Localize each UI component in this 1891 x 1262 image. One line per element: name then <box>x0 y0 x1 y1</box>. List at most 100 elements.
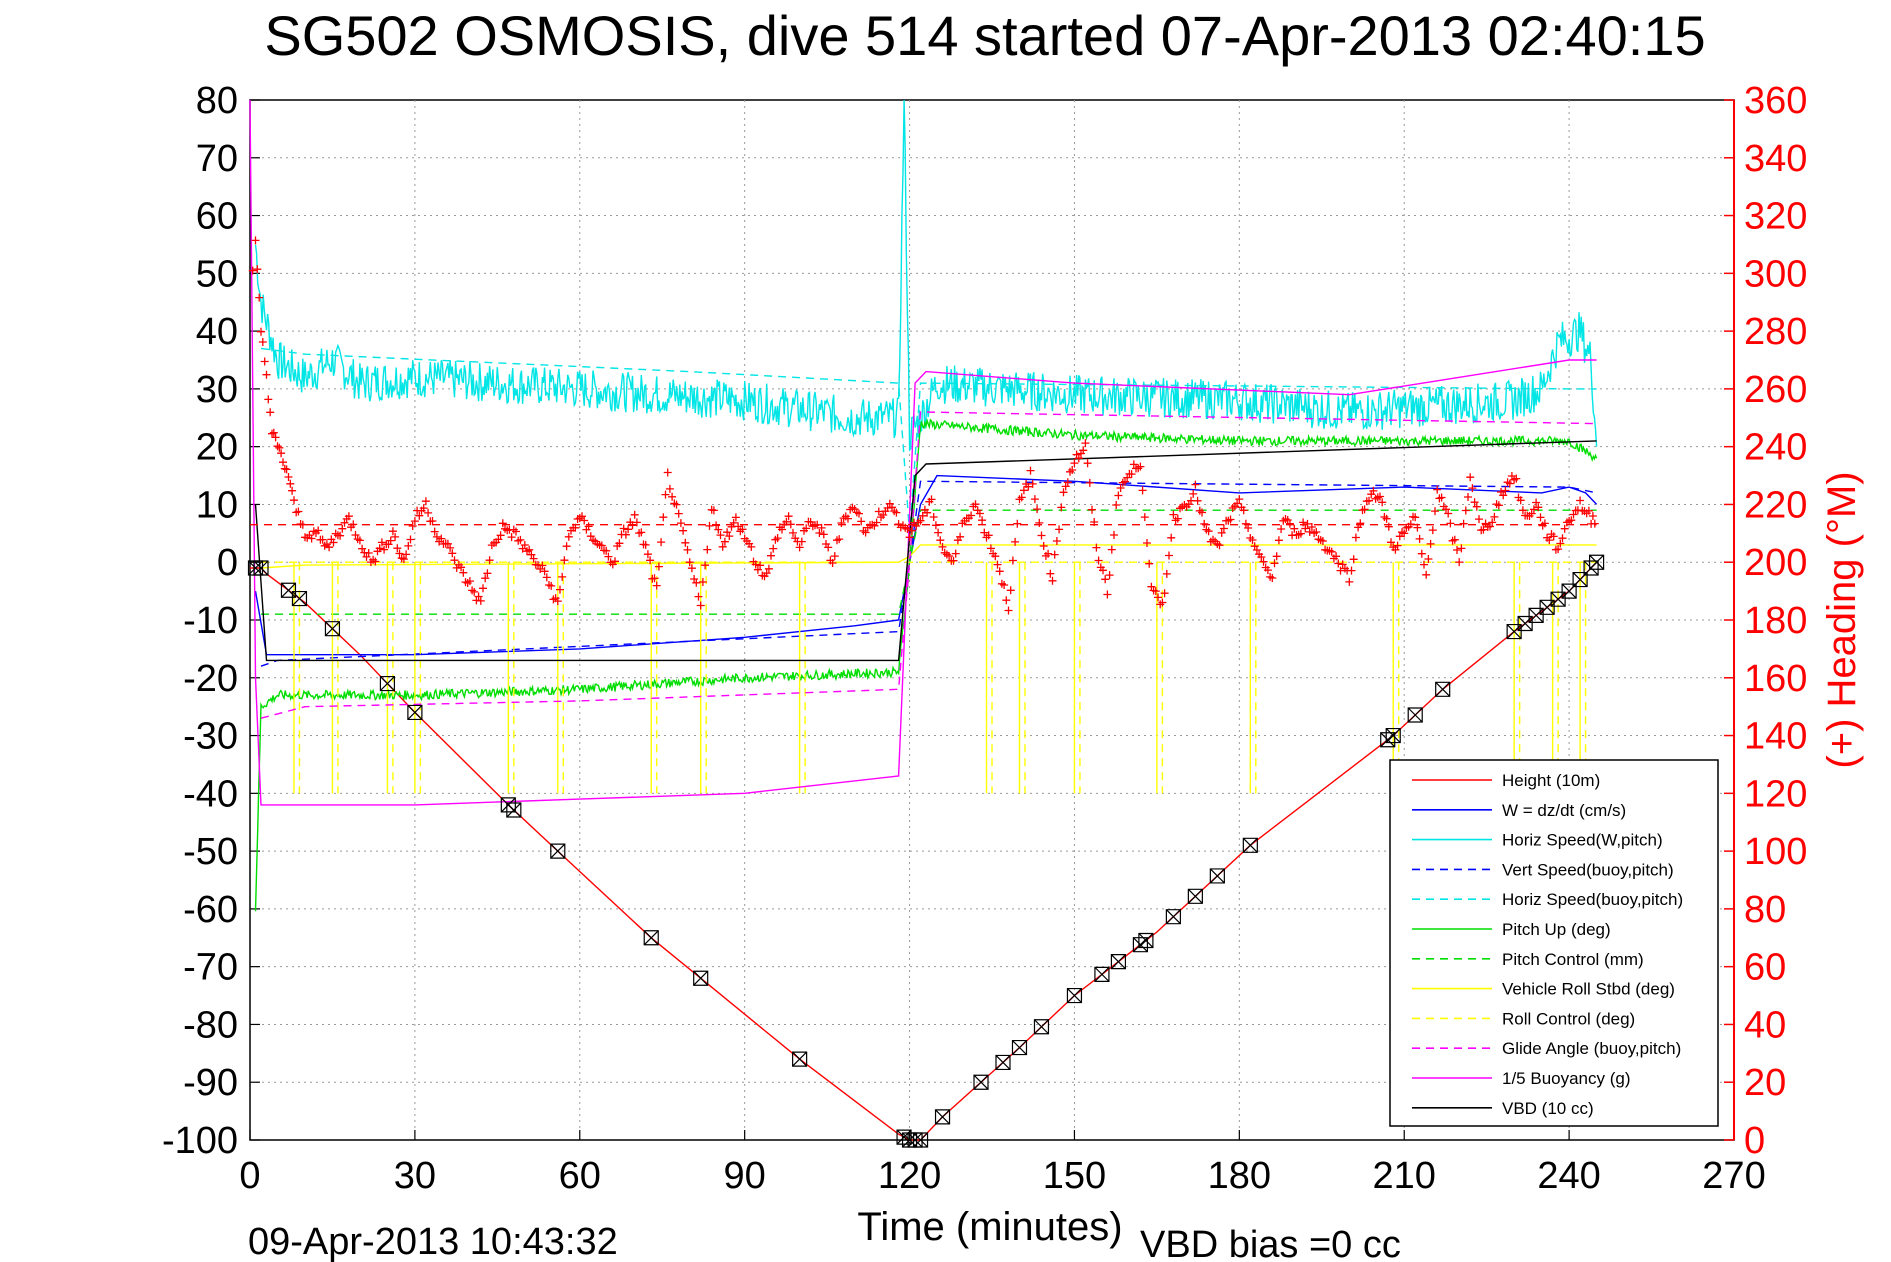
heading-point <box>538 561 547 570</box>
depth-marker <box>1033 1019 1050 1035</box>
heading-point <box>1426 539 1435 548</box>
heading-point <box>1140 513 1149 522</box>
heading-point <box>1450 535 1459 544</box>
heading-point <box>993 560 1002 569</box>
heading-point <box>1285 519 1294 528</box>
heading-point <box>905 533 914 542</box>
heading-point <box>681 538 690 547</box>
heading-point <box>991 552 1000 561</box>
x-axis-ticks: 0 30 60 90 120 150 180 210 240 270 <box>239 1130 1766 1197</box>
heading-point <box>277 449 286 458</box>
heading-point <box>1219 524 1228 533</box>
heading-point <box>1233 499 1242 508</box>
heading-point <box>916 516 925 525</box>
heading-point <box>1169 510 1178 519</box>
series-line-vbd <box>254 440 1597 662</box>
depth-marker <box>973 1074 989 1090</box>
heading-point <box>694 592 703 601</box>
heading-point <box>1044 549 1053 558</box>
heading-point <box>512 527 520 536</box>
heading-point <box>747 542 756 551</box>
heading-point <box>1204 527 1213 536</box>
heading-point <box>685 558 694 567</box>
heading-point <box>279 458 287 467</box>
heading-point <box>984 531 993 540</box>
x-tick-label: 180 <box>1208 1155 1271 1197</box>
heading-point <box>1004 606 1013 615</box>
depth-marker <box>912 1132 929 1148</box>
heading-point <box>1527 509 1536 518</box>
heading-point <box>967 511 976 520</box>
depth-marker <box>934 1109 951 1125</box>
heading-point <box>641 540 650 549</box>
heading-point <box>624 525 633 534</box>
y-left-tick-label: 0 <box>217 542 238 584</box>
heading-point <box>637 528 646 537</box>
heading-point <box>696 601 705 610</box>
heading-point <box>1050 550 1059 559</box>
heading-point <box>578 512 586 521</box>
y-right-tick-label: 240 <box>1744 427 1807 469</box>
heading-point <box>855 509 863 518</box>
y-left-tick-label: -50 <box>183 831 238 873</box>
heading-point <box>1576 496 1585 505</box>
heading-point <box>1567 516 1576 525</box>
heading-point <box>1501 486 1510 495</box>
heading-point <box>408 522 417 530</box>
heading-point <box>496 531 505 540</box>
depth-marker <box>995 1054 1011 1071</box>
y-left-tick-label: 80 <box>196 80 238 122</box>
y-left-tick-label: 20 <box>196 427 238 469</box>
heading-point <box>1494 501 1503 510</box>
x-tick-label: 30 <box>394 1155 436 1197</box>
heading-point <box>1369 486 1378 495</box>
footer-timestamp: 09-Apr-2013 10:43:32 <box>248 1221 618 1262</box>
heading-point <box>903 525 912 533</box>
heading-point <box>861 528 870 537</box>
heading-point <box>443 539 452 548</box>
heading-point <box>956 532 965 541</box>
heading-point <box>268 429 276 438</box>
heading-point <box>1017 493 1026 502</box>
depth-marker <box>693 970 709 986</box>
depth-marker <box>1528 607 1544 623</box>
heading-point <box>483 569 492 578</box>
heading-point <box>248 266 257 275</box>
heading-point <box>709 506 718 515</box>
heading-point <box>428 517 437 525</box>
heading-point <box>661 490 670 499</box>
y-left-tick-label: 30 <box>196 369 238 411</box>
heading-point <box>1026 466 1035 475</box>
heading-point <box>553 597 562 606</box>
heading-point <box>1006 586 1015 595</box>
heading-point <box>260 357 269 366</box>
heading-point <box>797 537 806 546</box>
y-right-tick-label: 360 <box>1744 80 1807 122</box>
heading-point <box>406 535 415 544</box>
x-tick-label: 0 <box>239 1155 260 1197</box>
legend-box <box>1389 759 1719 1127</box>
heading-point <box>351 531 360 539</box>
heading-point <box>1088 505 1096 514</box>
heading-point <box>659 513 668 522</box>
heading-point <box>1406 520 1415 529</box>
heading-point <box>1138 486 1147 495</box>
heading-point <box>465 577 474 586</box>
heading-point <box>619 524 628 533</box>
heading-point <box>571 523 580 532</box>
heading-point <box>1464 493 1472 501</box>
heading-point <box>450 556 459 565</box>
y-left-tick-label: 70 <box>196 138 238 180</box>
heading-point <box>448 549 457 558</box>
heading-point <box>663 468 672 477</box>
heading-point <box>1345 577 1354 586</box>
heading-point <box>692 578 701 587</box>
y-right-tick-label: 280 <box>1744 311 1807 353</box>
heading-point <box>1059 488 1068 497</box>
heading-point <box>419 504 428 513</box>
heading-point <box>1356 519 1365 528</box>
heading-point <box>931 521 940 530</box>
heading-point <box>470 587 479 596</box>
heading-point <box>556 585 564 594</box>
heading-point <box>318 535 327 544</box>
